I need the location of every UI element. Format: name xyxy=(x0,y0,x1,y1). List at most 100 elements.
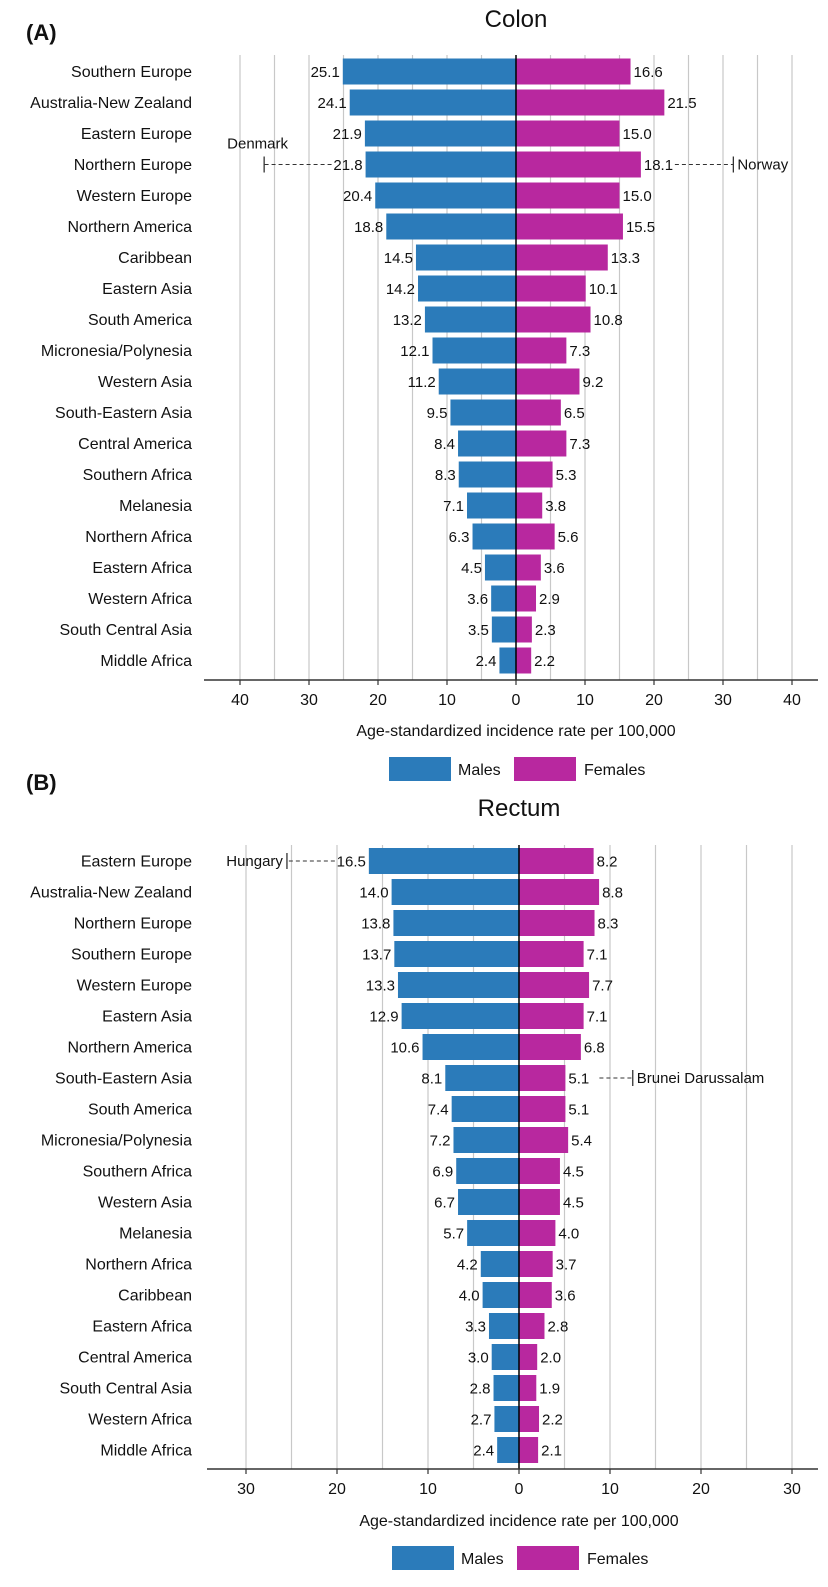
value-label-males: 3.5 xyxy=(468,622,489,639)
bar-males xyxy=(450,399,516,426)
bar-males xyxy=(418,275,516,302)
value-label-females: 21.5 xyxy=(667,95,696,112)
bar-females xyxy=(516,554,541,581)
bar-males xyxy=(497,1437,519,1463)
bar-females xyxy=(516,585,537,612)
value-label-females: 2.2 xyxy=(534,653,555,670)
value-label-females: 15.0 xyxy=(623,126,652,143)
bar-females xyxy=(519,1406,540,1432)
value-label-males: 8.3 xyxy=(435,467,456,484)
bar-females xyxy=(516,368,580,395)
bar-females xyxy=(519,1344,538,1370)
value-label-females: 5.6 xyxy=(558,529,579,546)
bar-males xyxy=(432,337,516,364)
category-label: Northern Africa xyxy=(85,529,192,546)
value-label-males: 7.4 xyxy=(428,1102,449,1119)
bar-males xyxy=(482,1282,519,1308)
bar-males xyxy=(397,972,519,998)
bar-females xyxy=(519,1375,537,1401)
value-label-males: 6.3 xyxy=(449,529,470,546)
bar-males xyxy=(386,213,516,240)
bar-females xyxy=(519,848,594,874)
panel-label: (B) xyxy=(26,770,57,795)
x-tick-label: 30 xyxy=(237,1481,255,1498)
bar-females xyxy=(519,941,584,967)
bar-females xyxy=(516,306,591,333)
value-label-males: 10.6 xyxy=(390,1040,419,1057)
bar-females xyxy=(516,337,567,364)
value-label-males: 3.0 xyxy=(468,1350,489,1367)
legend-swatch-males xyxy=(389,757,451,781)
category-label: Eastern Europe xyxy=(81,854,192,871)
value-label-males: 2.8 xyxy=(470,1381,491,1398)
category-label: Western Asia xyxy=(98,1195,192,1212)
bar-females xyxy=(516,89,665,116)
legend-label-males: Males xyxy=(458,762,501,779)
category-label: Northern America xyxy=(68,219,193,236)
bar-females xyxy=(516,616,532,643)
bar-females xyxy=(516,430,567,457)
value-label-males: 9.5 xyxy=(427,405,448,422)
value-label-females: 8.3 xyxy=(598,916,619,933)
bar-females xyxy=(516,492,543,519)
annotation-label: Norway xyxy=(737,157,788,174)
value-label-males: 6.9 xyxy=(432,1164,453,1181)
category-label: Middle Africa xyxy=(100,653,192,670)
x-tick-label: 20 xyxy=(369,692,387,709)
bar-males xyxy=(393,910,519,936)
value-label-females: 3.6 xyxy=(555,1288,576,1305)
x-tick-label: 10 xyxy=(576,692,594,709)
bar-females xyxy=(519,972,590,998)
category-label: Western Asia xyxy=(98,374,192,391)
value-label-males: 18.8 xyxy=(354,219,383,236)
category-label: Eastern Asia xyxy=(102,1009,192,1026)
value-label-males: 2.4 xyxy=(476,653,497,670)
category-label: Western Europe xyxy=(77,188,192,205)
category-label: South America xyxy=(88,312,192,329)
category-label: Caribbean xyxy=(118,250,192,267)
bar-males xyxy=(491,1344,519,1370)
value-label-males: 4.2 xyxy=(457,1257,478,1274)
value-label-males: 11.2 xyxy=(408,374,436,391)
value-label-males: 8.4 xyxy=(434,436,455,453)
category-label: South-Eastern Asia xyxy=(55,405,192,422)
bar-males xyxy=(375,182,516,209)
value-label-males: 13.3 xyxy=(366,978,395,995)
value-label-males: 5.7 xyxy=(443,1226,464,1243)
value-label-females: 3.6 xyxy=(544,560,565,577)
value-label-females: 8.2 xyxy=(597,854,618,871)
bar-females xyxy=(519,1034,581,1060)
bar-males xyxy=(467,1220,519,1246)
value-label-males: 16.5 xyxy=(337,854,366,871)
category-label: Australia-New Zealand xyxy=(30,95,192,112)
category-label: South America xyxy=(88,1102,192,1119)
bar-females xyxy=(516,151,641,178)
value-label-females: 2.1 xyxy=(541,1443,562,1460)
value-label-males: 12.9 xyxy=(369,1009,398,1026)
legend: Males Females xyxy=(389,757,645,781)
value-label-females: 15.5 xyxy=(626,219,655,236)
value-label-males: 25.1 xyxy=(311,64,340,81)
value-label-males: 14.0 xyxy=(359,885,388,902)
bar-males xyxy=(342,58,516,85)
category-label: Middle Africa xyxy=(100,1443,192,1460)
bar-males xyxy=(458,1189,519,1215)
bar-males xyxy=(365,151,516,178)
bar-females xyxy=(519,1313,545,1339)
value-label-females: 2.0 xyxy=(540,1350,561,1367)
bar-males xyxy=(491,585,516,612)
x-tick-label: 10 xyxy=(438,692,456,709)
chart-panel-rectum: (B) Rectum Eastern Europe 16.5 8.2 Australia-… xyxy=(26,770,818,1570)
value-label-females: 2.9 xyxy=(539,591,560,608)
category-label: Eastern Asia xyxy=(102,281,192,298)
value-label-females: 3.7 xyxy=(556,1257,577,1274)
bar-males xyxy=(424,306,516,333)
bar-males xyxy=(488,1313,519,1339)
value-label-females: 2.2 xyxy=(542,1412,563,1429)
bar-males xyxy=(456,1158,519,1184)
bar-males xyxy=(472,523,516,550)
category-label: Eastern Europe xyxy=(81,126,192,143)
value-label-females: 13.3 xyxy=(611,250,640,267)
bar-females xyxy=(519,1065,566,1091)
